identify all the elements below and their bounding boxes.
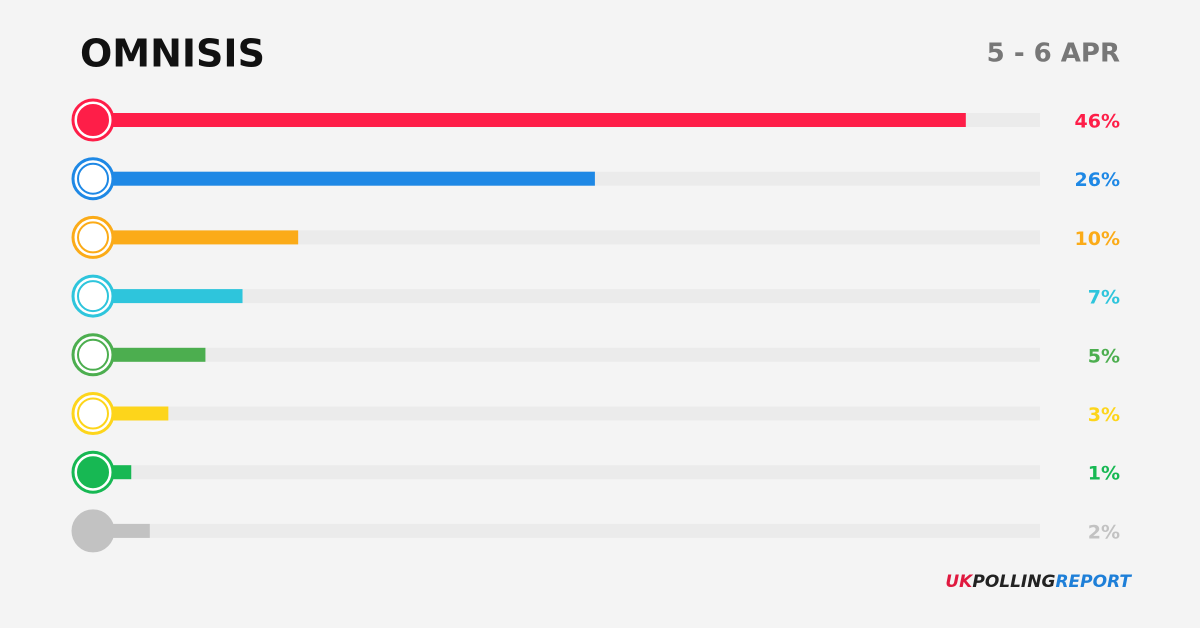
party-logo-inner: [77, 162, 109, 195]
source-part: POLLING: [972, 572, 1055, 592]
party-logo-inner: [77, 338, 109, 371]
value-label: 26%: [1075, 169, 1120, 191]
party-logo-inner: [77, 221, 109, 254]
source: UKPOLLINGREPORT: [945, 572, 1132, 592]
bar: [93, 230, 299, 245]
value-label: 10%: [1075, 228, 1120, 250]
track: [93, 230, 1040, 245]
chart-subtitle: 5 - 6 APR: [987, 39, 1120, 69]
value-label: 2%: [1088, 521, 1120, 543]
track: [93, 523, 1040, 538]
bar: [93, 113, 966, 127]
value-label: 1%: [1088, 463, 1120, 485]
party-logo-inner: [77, 280, 109, 313]
bar: [93, 289, 243, 304]
source-part: REPORT: [1055, 572, 1132, 592]
party-logo-inner: [77, 104, 109, 136]
bar: [93, 171, 595, 186]
value-label: 5%: [1088, 345, 1120, 367]
party-logo-inner: [77, 397, 109, 430]
value-label: 46%: [1075, 111, 1120, 133]
party-logo-inner: [77, 456, 109, 489]
track: [93, 465, 1040, 480]
value-label: 3%: [1088, 404, 1120, 426]
value-label: 7%: [1088, 287, 1120, 309]
track: [93, 289, 1040, 304]
chart-title: OMNISIS: [80, 32, 265, 76]
source-part: UK: [945, 572, 974, 592]
track: [93, 406, 1040, 421]
bar: [93, 347, 206, 362]
party-logo: [71, 509, 115, 553]
track: [93, 347, 1040, 362]
